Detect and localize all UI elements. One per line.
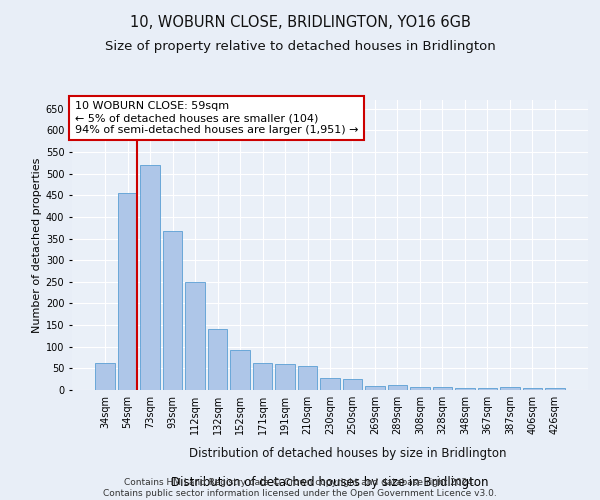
Bar bbox=[95, 362, 115, 390]
Text: Distribution of detached houses by size in Bridlington: Distribution of detached houses by size … bbox=[189, 448, 507, 460]
Bar bbox=[298, 366, 317, 390]
Bar bbox=[478, 388, 497, 390]
Bar bbox=[523, 388, 542, 390]
Bar bbox=[118, 193, 137, 390]
Bar bbox=[433, 387, 452, 390]
Bar bbox=[343, 378, 362, 390]
Bar bbox=[275, 364, 295, 390]
Y-axis label: Number of detached properties: Number of detached properties bbox=[32, 158, 41, 332]
Text: Contains HM Land Registry data © Crown copyright and database right 2024.
Contai: Contains HM Land Registry data © Crown c… bbox=[103, 478, 497, 498]
Bar bbox=[320, 378, 340, 390]
Bar bbox=[410, 387, 430, 390]
X-axis label: Distribution of detached houses by size in Bridlington: Distribution of detached houses by size … bbox=[171, 476, 489, 489]
Bar bbox=[163, 230, 182, 390]
Text: Size of property relative to detached houses in Bridlington: Size of property relative to detached ho… bbox=[104, 40, 496, 53]
Bar bbox=[253, 363, 272, 390]
Bar bbox=[500, 387, 520, 390]
Bar bbox=[365, 386, 385, 390]
Bar bbox=[230, 350, 250, 390]
Bar bbox=[185, 282, 205, 390]
Text: 10 WOBURN CLOSE: 59sqm
← 5% of detached houses are smaller (104)
94% of semi-det: 10 WOBURN CLOSE: 59sqm ← 5% of detached … bbox=[74, 102, 358, 134]
Text: 10, WOBURN CLOSE, BRIDLINGTON, YO16 6GB: 10, WOBURN CLOSE, BRIDLINGTON, YO16 6GB bbox=[130, 15, 470, 30]
Bar bbox=[455, 388, 475, 390]
Bar bbox=[208, 330, 227, 390]
Bar bbox=[140, 165, 160, 390]
Bar bbox=[545, 388, 565, 390]
Bar bbox=[388, 385, 407, 390]
